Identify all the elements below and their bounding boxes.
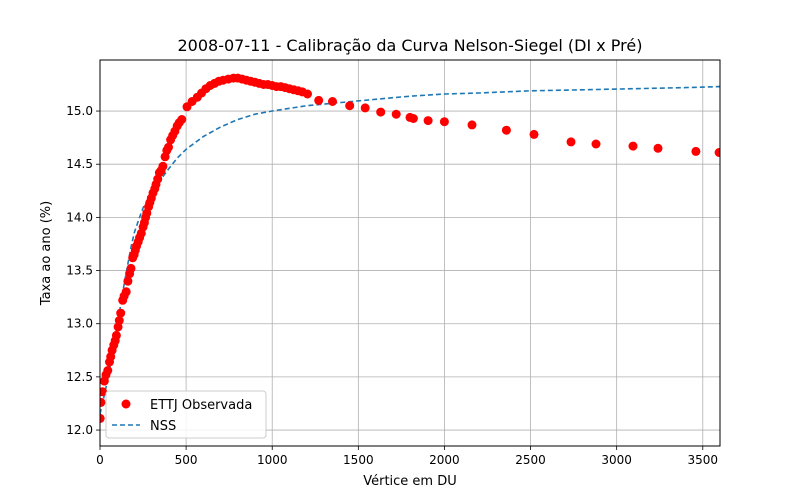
observed-point: [653, 143, 663, 153]
observed-point: [391, 109, 401, 119]
y-tick-label: 13.5: [66, 264, 93, 278]
x-tick-label: 3500: [688, 453, 719, 467]
y-tick-label: 14.0: [66, 210, 93, 224]
legend-label-nss: NSS: [150, 419, 176, 434]
observed-point: [423, 116, 433, 126]
x-axis-label: Vértice em DU: [363, 474, 457, 489]
observed-point: [360, 103, 370, 113]
y-tick-label: 12.0: [66, 423, 93, 437]
legend-marker-observed: [121, 399, 131, 409]
observed-point: [408, 114, 418, 123]
observed-point: [529, 129, 539, 139]
x-tick-label: 0: [96, 453, 104, 467]
plot-area: [100, 73, 720, 423]
observed-point: [111, 330, 121, 340]
y-tick-label: 12.5: [66, 370, 93, 384]
observed-point: [376, 107, 386, 117]
observed-point: [100, 387, 108, 397]
observed-point: [501, 125, 511, 135]
observed-point: [121, 287, 131, 297]
x-tick-label: 1000: [257, 453, 288, 467]
observed-point: [591, 139, 601, 149]
observed-point: [100, 413, 105, 423]
observed-point: [714, 148, 720, 157]
observed-point: [114, 316, 124, 325]
observed-point: [103, 366, 113, 375]
x-tick-label: 500: [175, 453, 198, 467]
observed-point: [314, 95, 324, 105]
observed-point: [691, 146, 701, 156]
chart-title: 2008-07-11 - Calibração da Curva Nelson-…: [178, 36, 643, 55]
observed-point: [303, 89, 312, 99]
x-tick-label: 2000: [429, 453, 460, 467]
y-tick-label: 15.0: [66, 104, 93, 118]
observed-point: [164, 142, 173, 152]
y-axis-label: Taxa ao ano (%): [39, 201, 54, 306]
observed-point: [123, 276, 133, 286]
x-tick-label: 2500: [515, 453, 546, 467]
observed-point: [126, 263, 136, 273]
y-tick-label: 14.5: [66, 157, 93, 171]
x-tick-label: 1500: [343, 453, 374, 467]
y-axis-ticks: 12.0 12.5 13.0 13.5 14.0 14.5 15.0: [66, 104, 100, 437]
observed-point: [177, 115, 187, 124]
observed-point: [100, 397, 106, 407]
x-tick-label: 3000: [601, 453, 632, 467]
observed-point: [467, 120, 477, 130]
point-layer: [100, 73, 720, 423]
legend-box: [105, 390, 267, 439]
plot-frame: [99, 59, 721, 447]
observed-point: [628, 141, 638, 151]
observed-point: [328, 97, 337, 106]
observed-point: [345, 101, 355, 111]
observed-point: [158, 161, 168, 171]
y-tick-label: 13.0: [66, 317, 93, 331]
observed-point: [439, 117, 449, 127]
legend-label-observed: ETTJ Observada: [150, 398, 252, 413]
observed-point: [566, 137, 576, 147]
legend: ETTJ Observada NSS: [105, 390, 267, 439]
x-axis-ticks: 0 500 1000 1500 2000 2500 3000 3500: [96, 446, 718, 467]
observed-point: [116, 308, 126, 318]
